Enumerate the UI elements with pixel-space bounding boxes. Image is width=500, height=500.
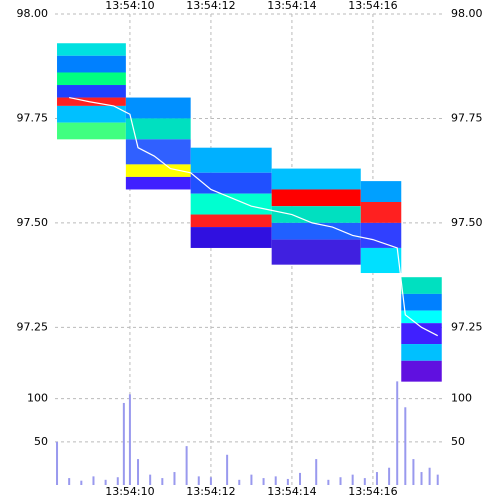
heat-cell [125,139,191,165]
heat-cell [401,323,442,345]
volume-bar [209,477,212,485]
heat-cell [190,193,272,215]
y2-tick-label: 50 [34,435,48,448]
volume-bar [238,479,241,485]
heat-cell [271,168,361,190]
y-tick-label: 97.50 [17,216,49,229]
volume-bar [161,478,164,485]
y2-tick-label: 100 [27,392,48,405]
volume-bar [351,474,354,485]
volume-bar [339,477,342,485]
volume-bar [137,459,140,485]
y-tick-label: 97.25 [17,320,49,333]
heat-cell [57,43,126,56]
y-tick-label: 97.25 [451,320,483,333]
x-tick-label: 13:54:10 [105,0,154,12]
volume-bar [250,474,253,485]
volume-bar [428,467,431,485]
x-tick-label: 13:54:12 [186,0,235,12]
volume-bar [122,402,125,485]
volume-bar [315,459,318,485]
volume-bar [363,478,366,485]
heat-cell [401,293,442,311]
heat-cell [271,222,361,240]
volume-bar [327,479,330,485]
heat-cell [57,122,126,140]
volume-bar [104,479,107,485]
heat-cell [401,360,442,382]
volume-bar [149,474,152,485]
heat-cell [360,222,402,248]
y2-tick-label: 50 [451,435,465,448]
heat-cell [401,277,442,294]
volume-bar [286,478,289,485]
y-tick-label: 97.75 [17,111,49,124]
heat-cell [360,247,402,274]
volume-bar [412,459,415,485]
heat-cell [190,172,272,194]
volume-bar [436,474,439,485]
volume-bar [92,476,95,485]
volume-bar [420,472,423,485]
y-tick-label: 97.75 [451,111,483,124]
heat-cell [271,206,361,223]
volume-bar [197,476,200,485]
heat-cell [190,214,272,228]
heat-cell [360,181,402,202]
heat-cell [125,97,191,119]
volume-bar [56,441,59,485]
heat-cell [125,118,191,140]
heat-cell [57,72,126,86]
x-tick-label: 13:54:14 [267,0,316,12]
x-tick-label: 13:54:12 [186,485,235,498]
heat-cell [360,202,402,223]
volume-bar [80,480,83,485]
x-tick-label: 13:54:14 [267,485,316,498]
volume-bar [396,381,399,485]
heat-cell [190,147,272,173]
volume-bar [68,478,71,485]
heat-cell [57,105,126,123]
volume-bar [274,476,277,485]
volume-bar [388,467,391,485]
heat-cell [125,164,191,177]
heat-cell [271,239,361,265]
volume-bar [128,394,131,485]
heat-cell [190,227,272,248]
volume-bar [375,472,378,485]
y-tick-label: 98.00 [17,7,49,20]
heat-cell [401,344,442,361]
volume-bar [404,407,407,485]
x-tick-label: 13:54:16 [348,485,397,498]
volume-bar [185,446,188,485]
volume-bar [299,472,302,485]
heat-cell [125,176,191,190]
heat-cell [57,85,126,98]
volume-bar [173,472,176,485]
mid-price-line [69,96,438,337]
y2-tick-label: 100 [451,392,472,405]
heat-cell [57,55,126,73]
x-tick-label: 13:54:10 [105,485,154,498]
y-tick-label: 97.50 [451,216,483,229]
volume-bar [116,477,119,485]
x-tick-label: 13:54:16 [348,0,397,12]
volume-bar [262,478,265,485]
volume-bar [226,454,229,485]
y-tick-label: 98.00 [451,7,483,20]
heat-cell [271,189,361,207]
